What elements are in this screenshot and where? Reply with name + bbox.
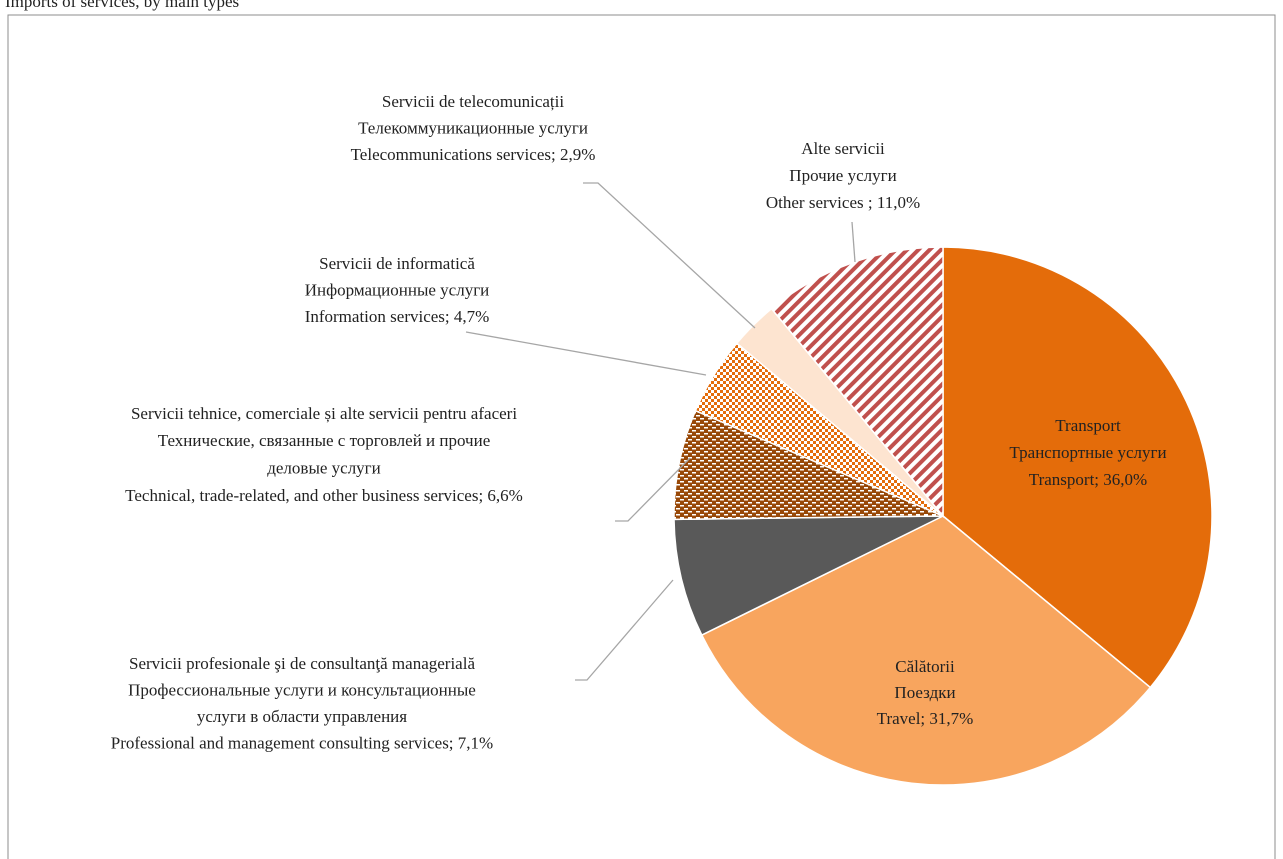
data-label-line: Alte servicii	[801, 139, 885, 158]
data-label-line: Transport	[1055, 416, 1121, 435]
data-label-line: Servicii de informatică	[319, 254, 475, 273]
pie-slice	[770, 246, 944, 519]
chart-title: Imports of services, by main types	[5, 0, 239, 11]
data-label-value: Technical, trade-related, and other busi…	[125, 486, 523, 505]
data-label-value: Other services ; 11,0%	[766, 193, 920, 212]
data-label-line: Транспортные услуги	[1009, 443, 1166, 462]
data-label-value: Information services; 4,7%	[305, 307, 490, 326]
data-label-line: Călătorii	[895, 657, 955, 676]
pie-slice	[673, 409, 944, 521]
data-label-line: Servicii profesionale şi de consultanţă …	[129, 654, 475, 673]
data-label-value: Travel; 31,7%	[877, 709, 974, 728]
data-label-line: Прочие услуги	[789, 166, 896, 185]
pie-slice	[942, 246, 1213, 689]
leader-line	[851, 221, 856, 263]
leader-line	[615, 457, 691, 522]
data-label-line: Поездки	[894, 683, 955, 702]
leader-line	[465, 331, 707, 376]
data-label-line: Servicii de telecomunicații	[382, 92, 564, 111]
data-label-line: Информационные услуги	[305, 280, 490, 299]
data-label-value: Professional and management consulting s…	[111, 733, 493, 752]
leader-line	[583, 182, 756, 329]
data-label-line: Телекоммуникационные услуги	[358, 118, 588, 137]
data-label-line: Профессиональные услуги и консультационн…	[128, 680, 476, 699]
data-label-line: Servicii tehnice, comerciale și alte ser…	[131, 404, 517, 423]
data-label-line: Технические, связанные с торговлей и про…	[158, 431, 491, 450]
data-label-line: деловые услуги	[267, 459, 381, 478]
pie-slice	[673, 515, 944, 637]
data-label-value: Telecommunications services; 2,9%	[351, 145, 596, 164]
pie-slice	[700, 515, 1152, 786]
data-label-line: услуги в области управления	[197, 707, 407, 726]
data-label-value: Transport; 36,0%	[1029, 470, 1147, 489]
leader-line	[575, 579, 674, 681]
